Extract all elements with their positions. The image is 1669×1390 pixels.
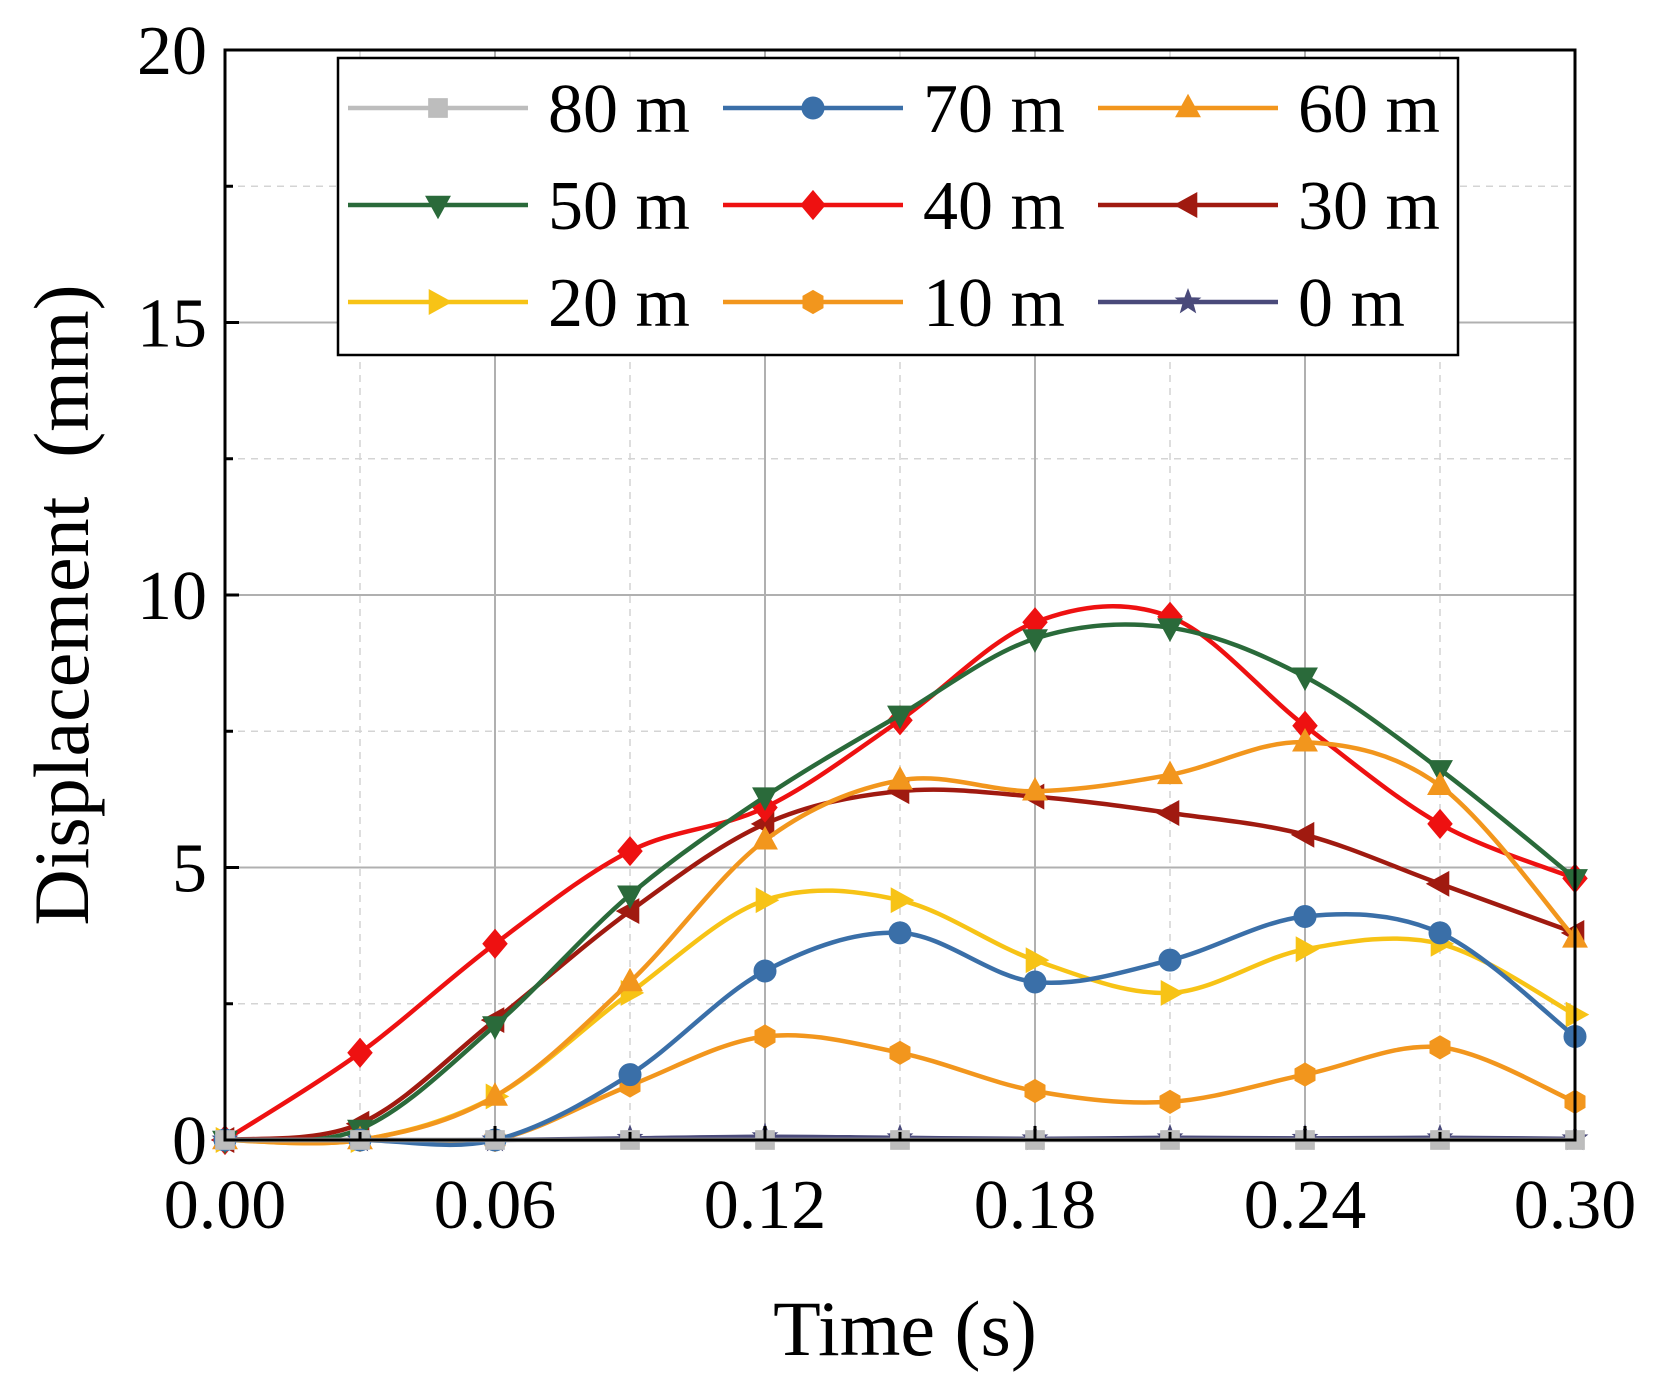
data-point-60m bbox=[1427, 771, 1453, 795]
data-point-50m bbox=[1292, 667, 1318, 692]
legend-label: 30 m bbox=[1298, 168, 1440, 245]
legend-label: 80 m bbox=[548, 71, 690, 148]
data-point-20m bbox=[755, 887, 780, 914]
data-point-70m bbox=[753, 959, 777, 983]
data-point-60m bbox=[1022, 776, 1048, 801]
y-tick-label: 10 bbox=[137, 558, 207, 635]
data-point-60m bbox=[1292, 727, 1318, 752]
x-tick-label: 0.18 bbox=[974, 1167, 1097, 1244]
data-point-70m bbox=[618, 1063, 642, 1087]
data-point-50m bbox=[887, 705, 913, 730]
series-50m bbox=[212, 618, 1588, 1155]
data-point-40m bbox=[617, 836, 643, 867]
data-point-30m bbox=[1155, 800, 1180, 826]
x-tick-label: 0.12 bbox=[704, 1167, 827, 1244]
legend-label: 10 m bbox=[923, 265, 1065, 342]
y-axis-title: Displacement (mm) bbox=[18, 284, 105, 925]
data-point-60m bbox=[482, 1082, 508, 1106]
x-tick-label: 0.06 bbox=[434, 1167, 557, 1244]
legend-item-0m: 0 m bbox=[1098, 265, 1405, 342]
legend-item-10m: 10 m bbox=[723, 265, 1065, 342]
y-tick-label: 15 bbox=[137, 286, 207, 363]
x-tick-label: 0.24 bbox=[1244, 1167, 1367, 1244]
data-point-10m bbox=[1429, 1035, 1451, 1060]
legend-label: 40 m bbox=[923, 168, 1065, 245]
legend-item-60m: 60 m bbox=[1098, 71, 1440, 148]
data-point-70m bbox=[1158, 948, 1182, 972]
x-tick-label: 0.00 bbox=[164, 1167, 287, 1244]
series-line-30m bbox=[224, 787, 1576, 1143]
data-point-20m bbox=[1565, 1001, 1590, 1028]
data-point-10m bbox=[889, 1040, 911, 1065]
legend-item-20m: 20 m bbox=[348, 265, 690, 342]
legend: 80 m 70 m 60 m 50 m 40 m 30 m 20 m 10 m 0 m bbox=[336, 56, 1460, 357]
legend-swatch-marker bbox=[428, 289, 453, 315]
axis-ticks bbox=[223, 48, 1577, 1142]
legend-item-80m: 80 m bbox=[348, 71, 690, 148]
data-point-10m bbox=[1294, 1062, 1316, 1087]
legend-item-50m: 50 m bbox=[348, 168, 690, 245]
data-point-10m bbox=[1024, 1078, 1046, 1104]
data-point-20m bbox=[890, 887, 915, 914]
y-tick-label: 5 bbox=[172, 831, 207, 908]
y-tick-label: 20 bbox=[137, 13, 207, 90]
data-point-10m bbox=[1159, 1089, 1181, 1114]
data-point-30m bbox=[1290, 821, 1315, 848]
axis-tick-labels: 0.00 0.06 0.12 0.18 0.24 0.30 0 5 10 15 20 bbox=[137, 13, 1636, 1244]
data-point-60m bbox=[887, 766, 913, 790]
data-point-70m bbox=[1023, 970, 1047, 994]
series-layer bbox=[210, 601, 1590, 1156]
series-60m bbox=[212, 727, 1588, 1150]
data-point-70m bbox=[1293, 905, 1317, 929]
legend-swatch-marker bbox=[801, 96, 825, 120]
legend-label: 70 m bbox=[923, 71, 1065, 148]
data-point-40m bbox=[482, 928, 508, 959]
data-point-10m bbox=[754, 1024, 776, 1049]
data-point-70m bbox=[888, 921, 912, 945]
legend-label: 60 m bbox=[1298, 71, 1440, 148]
legend-swatch-marker bbox=[800, 189, 826, 221]
data-point-20m bbox=[1025, 947, 1050, 974]
legend-swatch-marker bbox=[1175, 93, 1201, 118]
y-tick-label: 0 bbox=[172, 1103, 207, 1180]
data-point-20m bbox=[1295, 936, 1320, 963]
data-point-50m bbox=[617, 885, 643, 910]
legend-item-30m: 30 m bbox=[1098, 168, 1440, 245]
legend-label: 50 m bbox=[548, 168, 690, 245]
legend-item-40m: 40 m bbox=[723, 168, 1065, 245]
legend-label: 0 m bbox=[1298, 265, 1405, 342]
x-tick-label: 0.30 bbox=[1514, 1167, 1637, 1244]
data-point-60m bbox=[617, 967, 643, 992]
data-point-60m bbox=[1157, 760, 1183, 785]
data-point-20m bbox=[1160, 979, 1185, 1006]
data-point-50m bbox=[1157, 618, 1183, 642]
data-point-70m bbox=[1428, 921, 1452, 945]
data-point-60m bbox=[752, 825, 778, 850]
legend-swatch-marker bbox=[1173, 192, 1198, 218]
data-point-30m bbox=[615, 898, 640, 925]
legend-item-70m: 70 m bbox=[723, 71, 1065, 148]
legend-swatch-marker bbox=[802, 289, 824, 315]
legend-swatch-marker bbox=[428, 98, 448, 118]
data-point-50m bbox=[752, 787, 778, 811]
data-point-40m bbox=[347, 1037, 373, 1068]
x-axis-title: Time (s) bbox=[773, 1285, 1037, 1372]
legend-swatch-marker bbox=[425, 195, 451, 220]
data-point-40m bbox=[1427, 808, 1453, 839]
data-point-50m bbox=[1022, 629, 1048, 653]
data-point-50m bbox=[482, 1016, 508, 1040]
data-point-30m bbox=[1425, 870, 1450, 897]
legend-label: 20 m bbox=[548, 265, 690, 342]
legend-swatch-marker bbox=[1174, 287, 1202, 314]
